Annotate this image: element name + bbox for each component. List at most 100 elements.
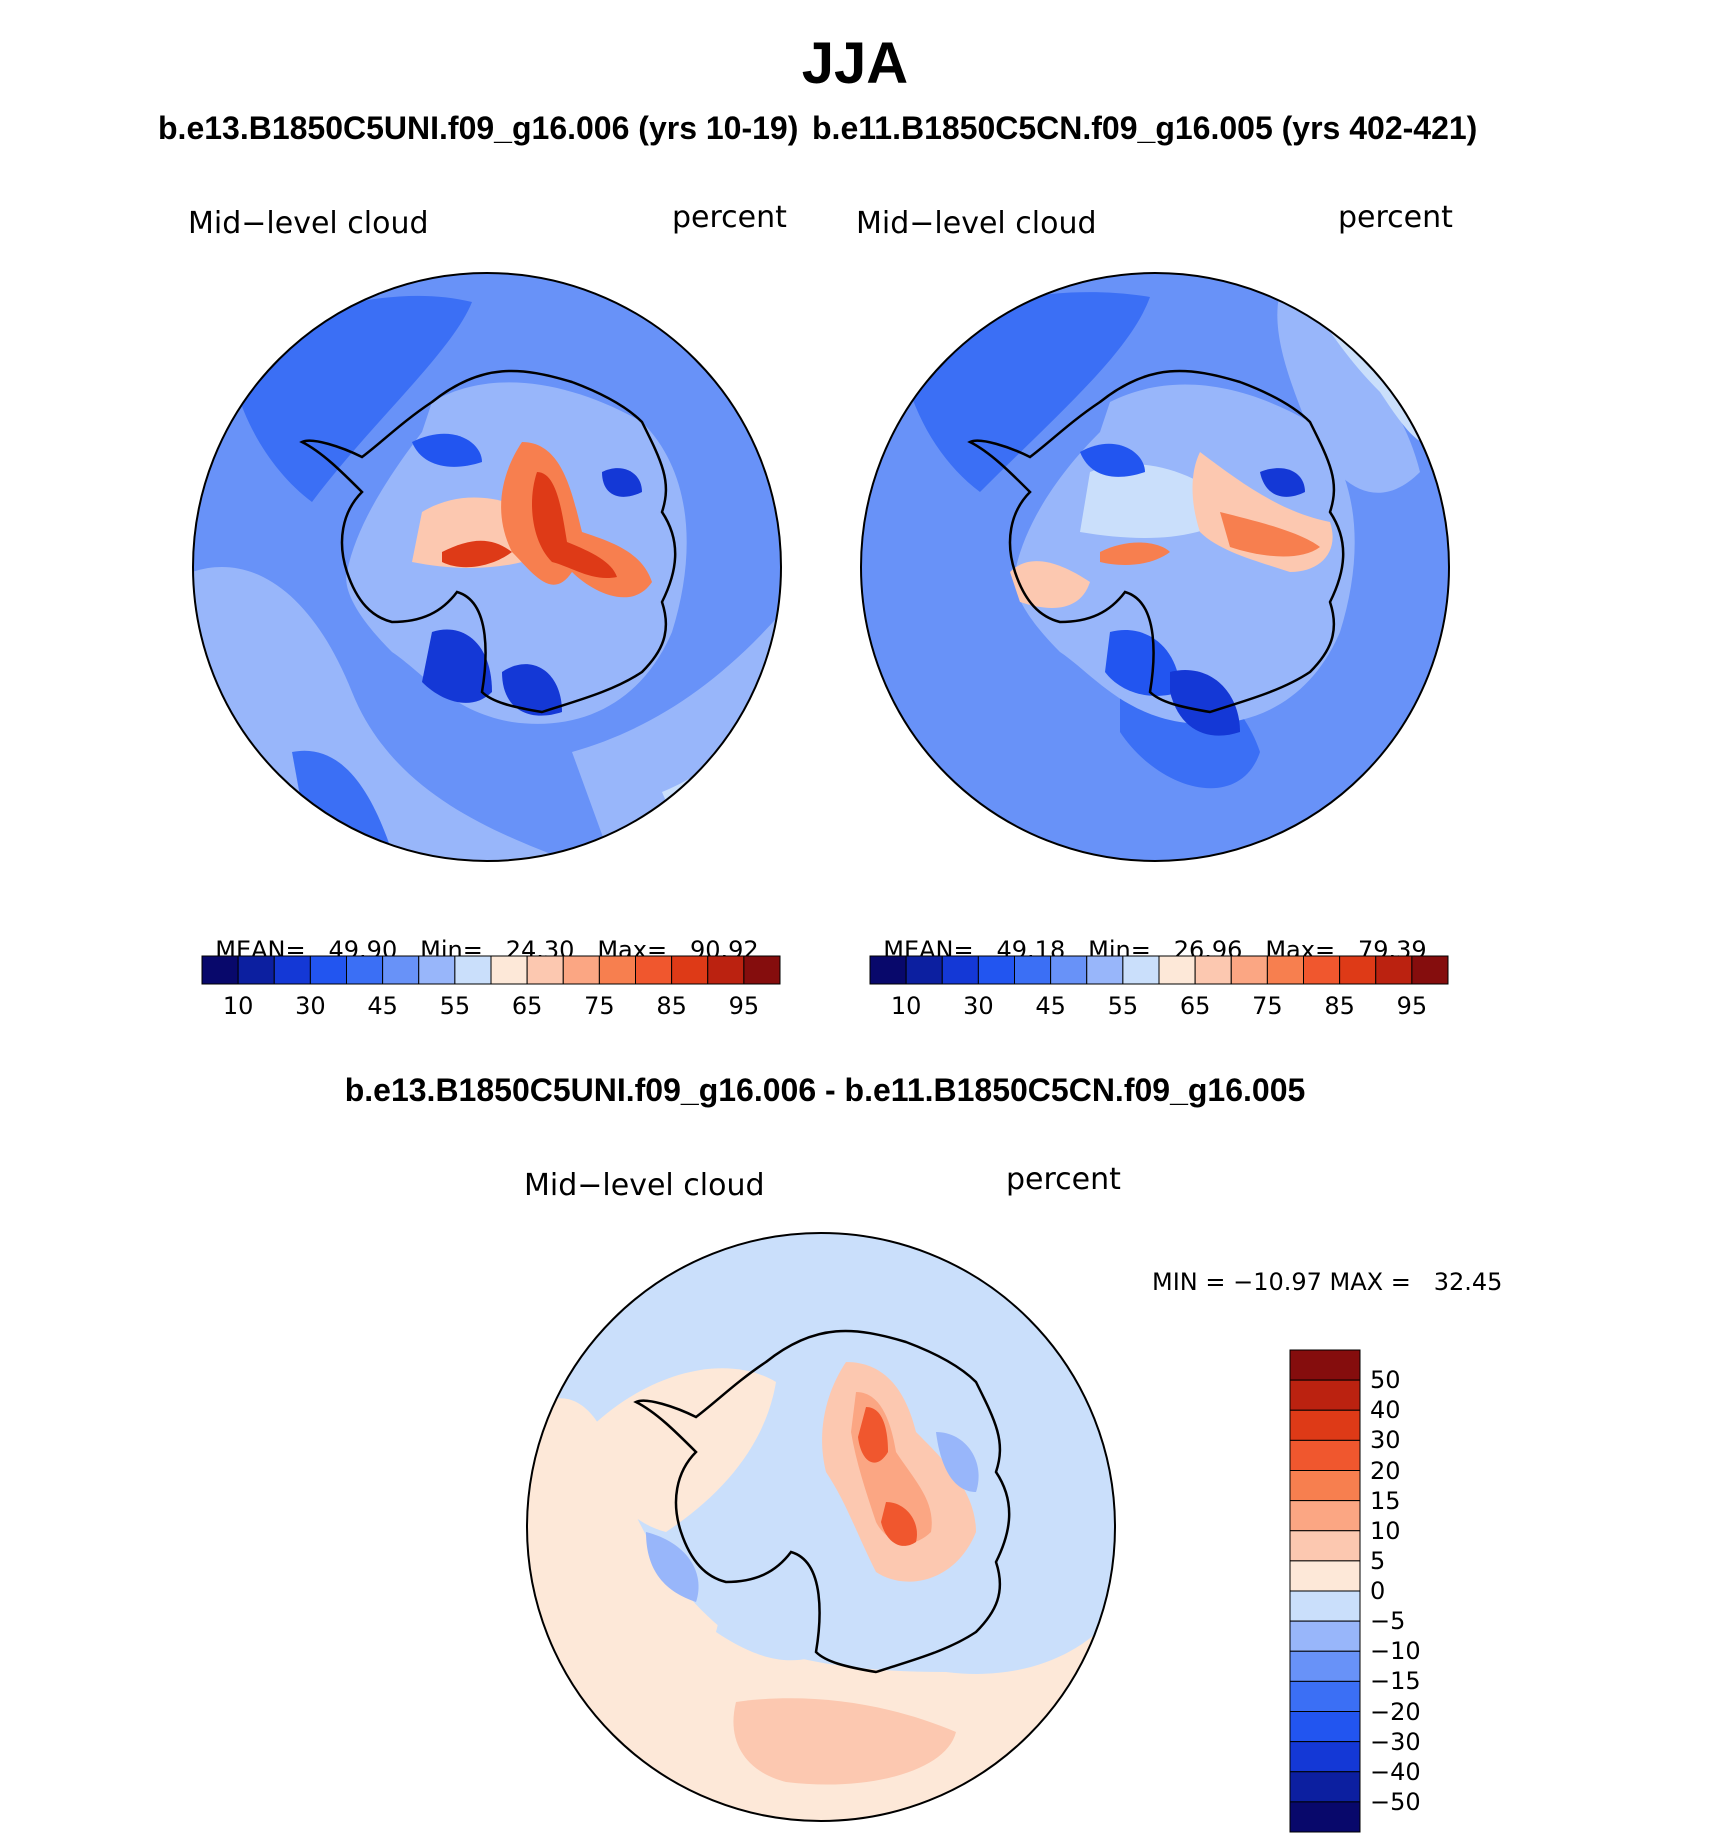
- right-colorbar-tick-label: 55: [1107, 992, 1139, 1020]
- diff-colorbar-tick-label: −5: [1370, 1607, 1406, 1636]
- diff-colorbar-tick-label: 40: [1370, 1396, 1401, 1425]
- right-colorbar-tick-label: 75: [1252, 992, 1283, 1020]
- left-colorbar-tick-label: 65: [511, 992, 543, 1020]
- diff-colorbar-box: [1289, 1771, 1361, 1803]
- diff-colorbar-box: [1289, 1620, 1361, 1652]
- left-colorbar-tick-label: 55: [439, 992, 471, 1020]
- left-colorbar-box: [671, 955, 709, 985]
- diff-colorbar: [1289, 1349, 1361, 1833]
- right-colorbar-tick-label: 95: [1396, 992, 1428, 1020]
- diff-colorbar-box: [1289, 1711, 1361, 1743]
- left-run-title: b.e13.B1850C5UNI.f09_g16.006 (yrs 10-19): [158, 110, 799, 146]
- left-colorbar-tick-label: 85: [656, 992, 687, 1020]
- diff-colorbar-box: [1289, 1741, 1361, 1773]
- diff-colorbar-box: [1289, 1349, 1361, 1381]
- left-colorbar-box: [418, 955, 456, 985]
- diff-run-title: b.e13.B1850C5UNI.f09_g16.006 - b.e11.B18…: [344, 1072, 1306, 1108]
- diff-colorbar-tick-label: 30: [1370, 1426, 1401, 1455]
- left-colorbar-box: [562, 955, 600, 985]
- diff-colorbar-box: [1289, 1439, 1361, 1471]
- figure-title: JJA: [801, 31, 909, 96]
- right-colorbar-box: [869, 955, 907, 985]
- diff-units-label: percent: [1006, 1162, 1121, 1197]
- right-colorbar-box: [1339, 955, 1377, 985]
- diff-colorbar-tick-label: 50: [1370, 1366, 1401, 1395]
- left-colorbar-box: [526, 955, 564, 985]
- left-colorbar-box: [309, 955, 347, 985]
- left-colorbar: [201, 955, 781, 985]
- right-colorbar-box: [1086, 955, 1124, 985]
- right-units-label: percent: [1338, 200, 1453, 235]
- left-colorbar-box: [707, 955, 745, 985]
- diff-colorbar-tick-label: 15: [1370, 1486, 1401, 1515]
- right-colorbar-box: [1303, 955, 1341, 985]
- right-colorbar-box: [977, 955, 1015, 985]
- right-colorbar-box: [1411, 955, 1449, 985]
- left-colorbar-tick-label: 30: [295, 992, 326, 1020]
- left-colorbar-tick-label: 10: [222, 992, 254, 1020]
- right-colorbar-box: [905, 955, 943, 985]
- right-colorbar-tick-label: 45: [1035, 992, 1066, 1020]
- left-colorbar-tick-label: 95: [728, 992, 760, 1020]
- right-colorbar-tick-label: 65: [1179, 992, 1211, 1020]
- diff-colorbar-tick-label: −15: [1370, 1667, 1421, 1696]
- right-colorbar-box: [1230, 955, 1268, 985]
- right-colorbar-tick-label: 30: [963, 992, 994, 1020]
- right-colorbar-boxes: [869, 955, 1449, 985]
- left-colorbar-box: [273, 955, 311, 985]
- diff-colorbar-box: [1289, 1470, 1361, 1502]
- diff-colorbar-tick-label: 0: [1370, 1577, 1386, 1605]
- left-colorbar-tick-label: 45: [367, 992, 398, 1020]
- left-units-label: percent: [672, 200, 787, 235]
- right-variable-label: Mid−level cloud: [856, 206, 1097, 241]
- left-colorbar-boxes: [201, 955, 781, 985]
- diff-colorbar-tick-label: −30: [1370, 1727, 1421, 1756]
- diff-colorbar-tick-label: 20: [1370, 1456, 1401, 1485]
- diff-colorbar-tick-label: −40: [1370, 1757, 1421, 1786]
- right-colorbar-tick-label: 10: [890, 992, 922, 1020]
- diff-variable-label: Mid−level cloud: [524, 1168, 765, 1203]
- diff-polar-map: [526, 1232, 1116, 1822]
- right-colorbar-box: [1050, 955, 1088, 985]
- diff-colorbar-box: [1289, 1650, 1361, 1682]
- left-polar-map: [192, 272, 782, 862]
- diff-colorbar-box: [1289, 1680, 1361, 1712]
- diff-colorbar-boxes: [1289, 1349, 1361, 1833]
- left-colorbar-box: [237, 955, 275, 985]
- right-colorbar-ticks: 10 30 45 55 65 75 85 95: [870, 992, 1448, 1022]
- left-colorbar-box: [346, 955, 384, 985]
- right-colorbar-box: [1014, 955, 1052, 985]
- diff-colorbar-tick-label: 5: [1370, 1546, 1386, 1575]
- left-colorbar-box: [382, 955, 420, 985]
- diff-colorbar-ticks: 50 40 30 20 15 10 5 0 −5 −10 −15 −20 −30 −40 −50: [1370, 1350, 1490, 1832]
- diff-colorbar-box: [1289, 1801, 1361, 1833]
- diff-colorbar-box: [1289, 1590, 1361, 1622]
- diff-colorbar-tick-label: −10: [1370, 1637, 1421, 1666]
- diff-colorbar-box: [1289, 1379, 1361, 1411]
- left-colorbar-box: [743, 955, 781, 985]
- diff-colorbar-box: [1289, 1500, 1361, 1532]
- right-colorbar-box: [1375, 955, 1413, 985]
- left-colorbar-box: [201, 955, 239, 985]
- diff-colorbar-tick-label: 10: [1370, 1516, 1401, 1545]
- right-colorbar-box: [1266, 955, 1304, 985]
- diff-colorbar-box: [1289, 1530, 1361, 1562]
- diff-colorbar-tick-label: −50: [1370, 1787, 1421, 1816]
- right-colorbar: [869, 955, 1449, 985]
- right-run-title: b.e11.B1850C5CN.f09_g16.005 (yrs 402-421…: [812, 110, 1478, 146]
- left-colorbar-tick-label: 75: [584, 992, 615, 1020]
- left-variable-label: Mid−level cloud: [188, 206, 429, 241]
- diff-colorbar-box: [1289, 1560, 1361, 1592]
- diff-range-label: MIN = −10.97 MAX = 32.45: [1152, 1268, 1503, 1296]
- left-colorbar-ticks: 10 30 45 55 65 75 85 95: [202, 992, 780, 1022]
- left-colorbar-box: [454, 955, 492, 985]
- left-colorbar-box: [598, 955, 636, 985]
- diff-colorbar-tick-label: −20: [1370, 1697, 1421, 1726]
- right-polar-map: [860, 272, 1450, 862]
- right-colorbar-box: [1158, 955, 1196, 985]
- right-colorbar-box: [1194, 955, 1232, 985]
- right-colorbar-box: [941, 955, 979, 985]
- diff-colorbar-box: [1289, 1409, 1361, 1441]
- left-colorbar-box: [490, 955, 528, 985]
- left-colorbar-box: [635, 955, 673, 985]
